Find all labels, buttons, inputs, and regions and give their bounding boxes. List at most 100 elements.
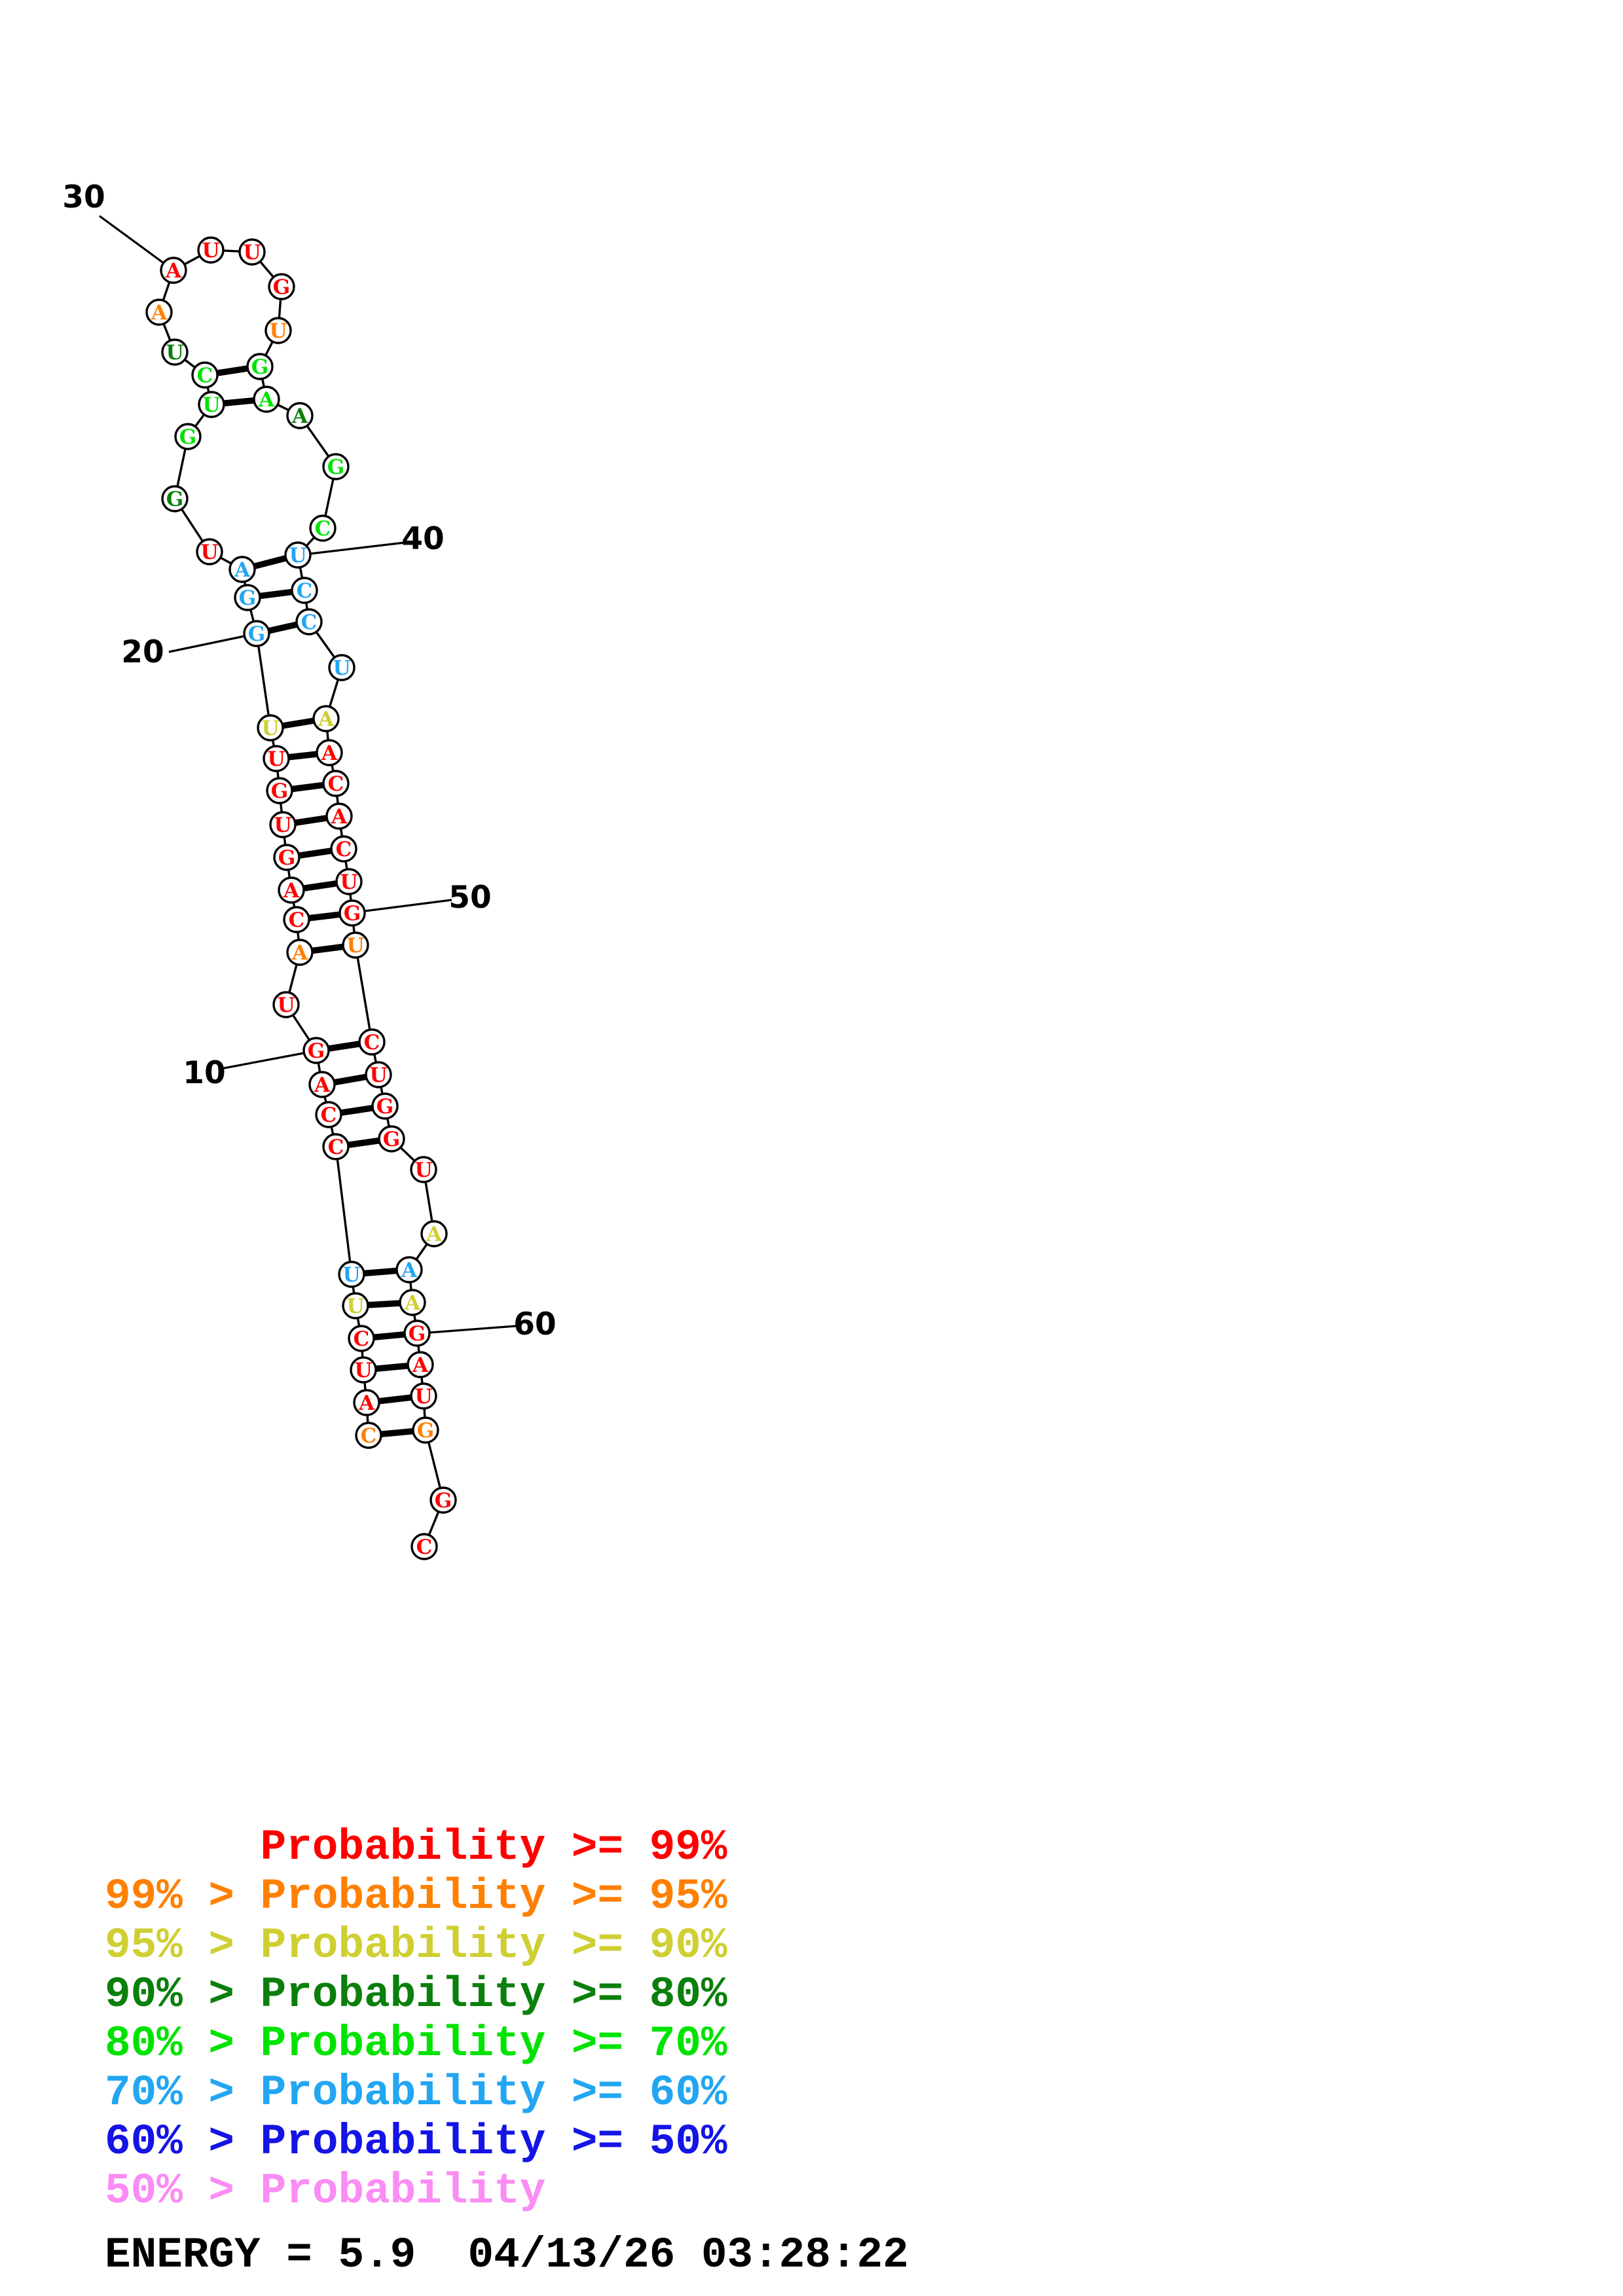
nucleotide-U23: U [200, 541, 218, 564]
nucleotide-circle-32 [238, 238, 266, 266]
nucleotide-U51: U [346, 934, 364, 958]
nucleotide-A30: A [165, 259, 182, 283]
nucleotide-circle-58 [395, 1256, 423, 1283]
nucleotide-circle-44 [312, 705, 340, 732]
nucleotide-G15: G [278, 846, 295, 870]
nucleotide-circle-48 [330, 835, 357, 863]
nucleotide-circle-36 [253, 386, 280, 413]
nucleotide-A9: A [314, 1073, 331, 1097]
nucleotide-circle-3 [350, 1356, 377, 1384]
nucleotide-circle-33 [268, 273, 295, 300]
nucleotide-A14: A [283, 879, 300, 903]
nucleotide-U28: U [166, 341, 183, 365]
nucleotide-circle-51 [342, 931, 369, 959]
nucleotide-U62: U [414, 1385, 432, 1408]
nucleotide-A22: A [234, 558, 251, 582]
backbone-segment-19-20 [255, 633, 272, 728]
nucleotide-circle-13 [283, 906, 310, 933]
nucleotide-circle-54 [371, 1092, 399, 1120]
nucleotide-circle-31 [197, 236, 225, 264]
nucleotide-circle-10 [302, 1037, 330, 1064]
nucleotide-circle-15 [273, 844, 301, 871]
nucleotide-A44: A [318, 708, 335, 731]
nucleotide-G33: G [273, 276, 290, 299]
nucleotide-G35: G [251, 355, 268, 379]
nucleotide-C41: C [297, 579, 313, 603]
position-label-60: 60 [513, 1306, 556, 1342]
nucleotide-circle-52 [358, 1028, 386, 1056]
nucleotide-U18: U [267, 747, 285, 771]
nucleotide-G54: G [376, 1095, 393, 1119]
nucleotide-circle-23 [196, 538, 223, 565]
nucleotide-circle-11 [272, 991, 300, 1018]
nucleotide-circle-59 [399, 1289, 426, 1316]
nucleotide-U11: U [277, 994, 295, 1017]
nucleotide-C1: C [361, 1424, 377, 1448]
nucleotide-circle-8 [315, 1101, 342, 1128]
nucleotide-G24: G [166, 488, 183, 511]
nucleotide-A37: A [291, 404, 308, 428]
nucleotide-circle-19 [257, 714, 284, 742]
probability-legend: Probability >= 99%99% > Probability >= 9… [105, 1823, 727, 2215]
legend-row-7: 60% > Probability >= 50% [105, 2117, 727, 2166]
legend-row-6: 70% > Probability >= 60% [105, 2068, 727, 2117]
backbone-segment-6-7 [335, 1146, 353, 1275]
nucleotide-G10: G [308, 1039, 325, 1063]
nucleotide-C13: C [289, 908, 305, 932]
nucleotide-circle-7 [322, 1133, 350, 1160]
nucleotide-C65: C [416, 1535, 433, 1559]
nucleotide-circle-14 [278, 876, 305, 904]
legend-row-8: 50% > Probability [105, 2166, 545, 2215]
nucleotide-A29: A [151, 301, 168, 325]
position-leader-line-30 [99, 215, 164, 264]
nucleotide-circle-41 [291, 577, 318, 604]
nucleotide-circle-4 [348, 1325, 375, 1352]
nucleotide-circle-24 [161, 485, 189, 512]
nucleotide-C4: C [354, 1327, 370, 1351]
nucleotide-circle-40 [284, 541, 312, 569]
nucleotide-U43: U [333, 656, 350, 680]
nucleotide-U32: U [243, 241, 261, 264]
position-leader-line-10 [223, 1052, 304, 1069]
position-label-40: 40 [401, 521, 444, 557]
nucleotide-A2: A [358, 1391, 375, 1415]
legend-row-3: 95% > Probability >= 90% [105, 1921, 727, 1970]
label-leader-lines [99, 215, 517, 1334]
nucleotide-circle-43 [328, 654, 356, 681]
nucleotide-circle-47 [325, 802, 353, 830]
legend-row-5: 80% > Probability >= 70% [105, 2019, 727, 2068]
nucleotide-U56: U [414, 1158, 432, 1182]
nucleotide-U6: U [342, 1263, 360, 1287]
nucleotide-U40: U [289, 544, 306, 567]
nucleotide-circle-46 [322, 770, 350, 797]
nucleotide-circle-22 [228, 556, 256, 583]
nucleotide-circle-27 [191, 361, 219, 389]
position-label-20: 20 [121, 634, 164, 670]
position-label-10: 10 [183, 1055, 225, 1091]
position-labels: 10 20 30 40 50 60 [62, 179, 556, 1342]
nucleotide-G20: G [248, 622, 265, 646]
nucleotide-circle-30 [160, 257, 187, 284]
nucleotide-U5: U [346, 1295, 364, 1318]
nucleotide-circle-20 [243, 620, 270, 647]
position-leader-line-60 [429, 1325, 517, 1334]
nucleotide-circle-53 [365, 1061, 392, 1088]
nucleotide-circle-57 [420, 1220, 448, 1247]
nucleotide-G17: G [271, 780, 288, 803]
nucleotide-C27: C [197, 364, 213, 387]
position-leader-line-50 [364, 899, 452, 912]
nucleotide-circle-18 [263, 745, 290, 772]
nucleotide-C8: C [321, 1103, 337, 1127]
nucleotide-circle-56 [410, 1156, 437, 1183]
nucleotide-C7: C [328, 1136, 344, 1159]
nucleotide-A12: A [291, 941, 308, 965]
nucleotide-circle-35 [246, 353, 274, 380]
nucleotide-circle-6 [338, 1261, 365, 1288]
nucleotide-A47: A [331, 805, 348, 829]
nucleotide-circle-61 [407, 1351, 434, 1378]
nucleotide-U26: U [202, 393, 220, 417]
nucleotide-circle-25 [174, 423, 202, 450]
nucleotide-A57: A [426, 1223, 443, 1246]
nucleotide-circle-16 [269, 811, 297, 838]
